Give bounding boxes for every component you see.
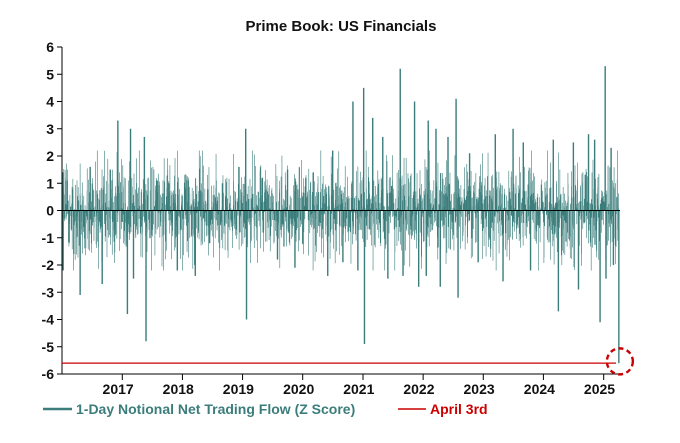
y-tick-label: -3	[42, 284, 55, 300]
y-tick-label: 6	[46, 39, 54, 55]
x-tick-label: 2019	[223, 381, 254, 397]
y-tick-label: 3	[46, 121, 54, 137]
x-tick-label: 2020	[283, 381, 314, 397]
y-tick-label: -4	[42, 312, 55, 328]
legend-label-april-3rd: April 3rd	[430, 401, 488, 417]
y-tick-label: -5	[42, 339, 55, 355]
y-tick-label: 1	[46, 175, 54, 191]
y-tick-label: -6	[42, 366, 55, 382]
y-tick-label: 4	[46, 94, 54, 110]
axes: 6 5 4 3 2 1 0 -1 -2 -3 -4 -5 -6 2017 2018 2019 2020 2021 2…	[42, 39, 620, 397]
y-tick-label: -2	[42, 257, 55, 273]
y-tick-label: 2	[46, 148, 54, 164]
chart-title: Prime Book: US Financials	[246, 18, 437, 35]
x-tick-label: 2017	[103, 381, 134, 397]
x-tick-label: 2018	[163, 381, 194, 397]
april-3rd-highlight-circle	[605, 347, 635, 376]
legend-label-flow: 1-Day Notional Net Trading Flow (Z Score…	[76, 401, 355, 417]
x-tick-label: 2021	[343, 381, 374, 397]
x-tick-label: 2023	[464, 381, 495, 397]
y-tick-label: 5	[46, 66, 54, 82]
y-tick-label: -1	[42, 230, 55, 246]
x-tick-label: 2022	[403, 381, 434, 397]
x-tick-label: 2024	[524, 381, 555, 397]
legend: 1-Day Notional Net Trading Flow (Z Score…	[43, 401, 488, 417]
x-tick-label: 2025	[584, 381, 615, 397]
annotations	[605, 347, 635, 376]
data-bars	[61, 66, 620, 364]
y-tick-label: 0	[46, 203, 54, 219]
